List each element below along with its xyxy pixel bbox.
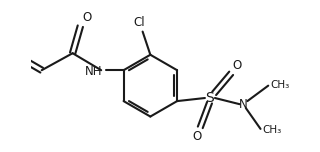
Text: NH: NH bbox=[84, 65, 102, 78]
Text: Cl: Cl bbox=[134, 16, 145, 29]
Text: O: O bbox=[82, 11, 91, 24]
Text: CH₃: CH₃ bbox=[263, 125, 282, 135]
Text: O: O bbox=[233, 59, 242, 72]
Text: S: S bbox=[205, 91, 214, 105]
Text: CH₃: CH₃ bbox=[270, 80, 290, 90]
Text: O: O bbox=[193, 130, 202, 143]
Text: N: N bbox=[239, 98, 248, 111]
